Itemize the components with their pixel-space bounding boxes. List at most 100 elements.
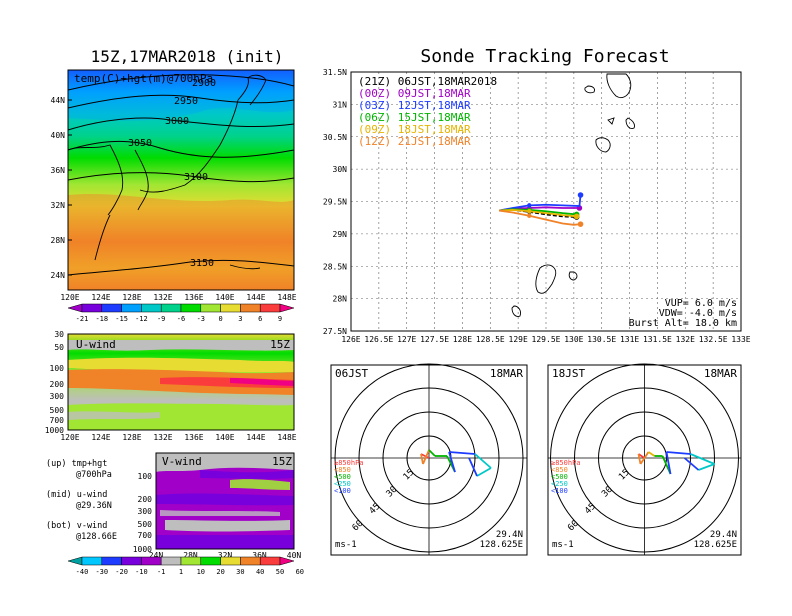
temp-colorbar-swatch — [279, 303, 295, 313]
v-wind-panel: V-wind 15Z 100 200 300 500 700 1000 24N 28N 32N… — [133, 452, 301, 560]
map-lat-tick-36n: 36N — [51, 166, 66, 175]
track-line-09z-18jst-18mar — [499, 209, 577, 218]
track-line-21z-06jst-18mar2018 — [499, 209, 577, 218]
track-legend-entry: (21Z) 06JST,18MAR2018 — [358, 75, 497, 88]
panel-notes: (up) tmp+hgt@700hPa (mid) u-wind@29.36N (b… — [46, 459, 117, 542]
temp-colorbar-label-3: 3 — [238, 315, 242, 323]
hodograph-date-label: 18MAR — [704, 367, 737, 380]
right-title: Sonde Tracking Forecast — [420, 46, 669, 67]
v-wind-lat-32n: 32N — [218, 551, 233, 560]
hodograph-legend-500: <500 — [551, 473, 568, 481]
wind-colorbar: -40 -30 -20 -10 -1 1 10 20 30 40 50 60 — [67, 556, 304, 576]
temp-colorbar-label-6: 6 — [258, 315, 262, 323]
u-wind-level-50: 50 — [54, 343, 64, 352]
temp-colorbar-swatch — [141, 303, 162, 313]
temp-colorbar-label-9: -9 — [157, 315, 165, 323]
track-midpoint — [527, 209, 532, 214]
temperature-colorbar: -21 -18 -15 -12 -9 -6 -3 0 3 6 9 — [67, 303, 295, 323]
hodograph-ring — [574, 387, 715, 529]
note-line2: @29.36N — [76, 501, 112, 511]
u-wind-level-500: 500 — [50, 406, 65, 415]
temperature-map-panel: temp(C)+hgt(m)@700hPa 2900 2950 3000 305… — [51, 69, 297, 302]
wind-colorbar-label-20: 20 — [216, 568, 224, 576]
wind-colorbar-swatch — [141, 556, 162, 566]
hodograph-trace-segment — [639, 451, 650, 465]
track-midpoint — [527, 213, 532, 218]
wind-colorbar-label-1: 1 — [179, 568, 183, 576]
wind-colorbar-swatch — [81, 556, 103, 566]
hodograph-trace-segment — [690, 453, 715, 465]
wind-colorbar-label-20: -20 — [115, 568, 128, 576]
track-lat-tick-28-5n: 28.5N — [323, 262, 347, 271]
hodograph-unit: ms-1 — [335, 540, 357, 550]
hodograph-trace-segment — [637, 453, 642, 465]
track-lon-tick-128-5e: 128.5E — [476, 335, 505, 344]
track-lon-tick-130e: 130E — [564, 335, 583, 344]
track-endpoint — [573, 213, 580, 220]
temp-colorbar-label-9: 9 — [278, 315, 282, 323]
track-lon-tick-126e: 126E — [341, 335, 360, 344]
map-lon-tick-136e: 136E — [184, 293, 203, 302]
track-lon-tick-133e: 133E — [731, 335, 750, 344]
map-lon-tick-132e: 132E — [153, 293, 172, 302]
hodograph-legend-850: <850 — [551, 466, 568, 474]
temp-colorbar-swatch — [160, 303, 182, 313]
track-lat-tick-30n: 30N — [333, 165, 348, 174]
track-info-line: Burst Alt= 18.0 km — [629, 318, 737, 329]
hodograph-ring — [550, 363, 739, 553]
tracking-grid — [351, 72, 741, 331]
map-lon-tick-144e: 144E — [246, 293, 265, 302]
u-wind-lon-148e: 148E — [277, 433, 296, 442]
hodograph-trace-segment — [698, 463, 715, 471]
wind-colorbar-swatch — [200, 556, 221, 566]
wind-colorbar-swatch — [220, 556, 241, 566]
temp-colorbar-swatch — [180, 303, 202, 313]
contour-label-3150: 3150 — [190, 258, 214, 269]
hodograph-lon: 128.625E — [480, 540, 523, 550]
tracking-map-panel: (21Z) 06JST,18MAR2018(00Z) 09JST,18MAR(0… — [323, 68, 751, 344]
wind-colorbar-swatch — [121, 556, 142, 566]
track-lon-tick-128e: 128E — [453, 335, 472, 344]
hodograph-trace-segment — [420, 453, 430, 459]
coastlines — [68, 74, 267, 270]
wind-colorbar-label-60: 60 — [296, 568, 304, 576]
hodograph-trace-segment — [665, 451, 672, 475]
u-wind-lon-128e: 128E — [122, 433, 141, 442]
temp-colorbar-label-6: -6 — [177, 315, 185, 323]
track-lat-tick-29-5n: 29.5N — [323, 198, 347, 207]
hodograph-trace-segment — [468, 457, 478, 477]
track-lat-tick-31n: 31N — [333, 100, 348, 109]
wind-colorbar-swatch — [279, 556, 295, 566]
hodograph-legend-250: <250 — [334, 480, 351, 488]
hodograph-time-label: 06JST — [335, 367, 368, 380]
hodograph-ring — [334, 363, 524, 553]
hodograph-ring — [382, 411, 476, 505]
track-lat-tick-29n: 29N — [333, 230, 348, 239]
temp-colorbar-label-15: -15 — [115, 315, 128, 323]
hodograph-legend-850hpa: ≥850hPa — [551, 459, 581, 467]
hodograph-legend-850: <850 — [334, 466, 351, 474]
u-wind-level-30: 30 — [54, 330, 64, 339]
track-lon-tick-131-5e: 131.5E — [643, 335, 672, 344]
u-wind-label: U-wind — [76, 338, 116, 351]
track-endpoint — [577, 221, 584, 227]
wind-colorbar-label-30: 30 — [236, 568, 244, 576]
v-wind-label: V-wind — [162, 455, 202, 468]
hodograph-ring — [622, 435, 667, 481]
temp-colorbar-swatch — [240, 303, 261, 313]
track-lon-tick-132e: 132E — [676, 335, 695, 344]
map-lat-tick-40n: 40N — [51, 131, 66, 140]
v-wind-lat-28n: 28N — [183, 551, 198, 560]
track-info-line: VUP= 6.0 m/s — [665, 298, 737, 309]
hodograph-legend-850hpa: ≥850hPa — [334, 459, 364, 467]
track-lon-tick-127e: 127E — [397, 335, 416, 344]
hodograph-legend-500: <500 — [334, 473, 351, 481]
map-lat-tick-24n: 24N — [51, 271, 66, 280]
u-wind-level-100: 100 — [50, 364, 65, 373]
hodograph-date-label: 18MAR — [490, 367, 523, 380]
contour-label-3000: 3000 — [165, 116, 189, 127]
track-lat-tick-27-5n: 27.5N — [323, 327, 347, 336]
